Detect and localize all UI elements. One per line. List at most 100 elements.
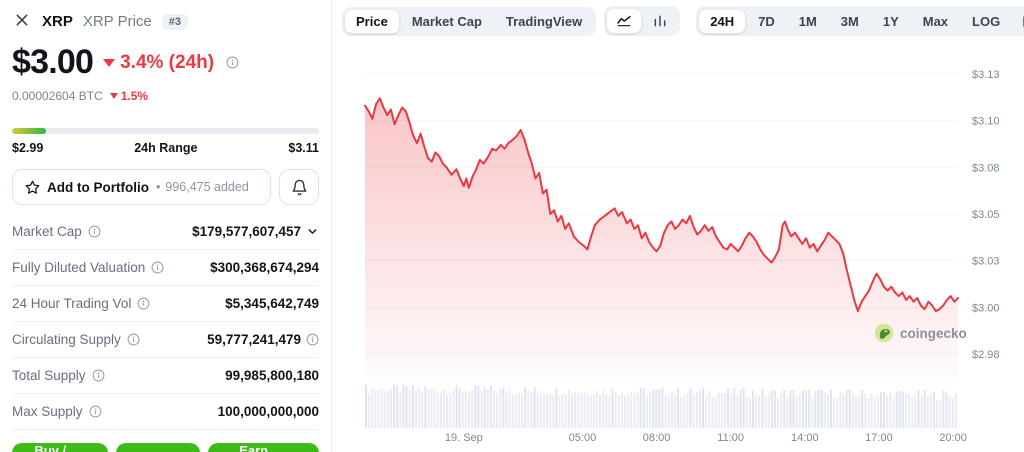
- rank-badge: #3: [161, 13, 189, 30]
- info-icon[interactable]: [88, 225, 101, 238]
- coin-summary-panel: XRP XRP Price #3 $3.00 3.4% (24h) 0.0000…: [0, 0, 332, 452]
- price-change-text: 3.4% (24h): [120, 51, 215, 73]
- close-x-glyph: [14, 12, 30, 31]
- range-tab-3m[interactable]: 3M: [830, 10, 870, 33]
- stat-value-text: 100,000,000,000: [217, 404, 319, 419]
- price-alert-button[interactable]: [279, 169, 319, 205]
- stat-label-text: Market Cap: [12, 224, 82, 239]
- x-axis-label: 08:00: [643, 432, 671, 444]
- stat-label: 24 Hour Trading Vol: [12, 296, 150, 311]
- stat-row-fully-diluted-valuation: Fully Diluted Valuation $300,368,674,294: [12, 250, 319, 286]
- down-arrow-icon: [109, 93, 118, 99]
- price-row: $3.00 3.4% (24h): [12, 43, 319, 82]
- info-icon[interactable]: [151, 261, 164, 274]
- stat-label-text: Total Supply: [12, 368, 86, 383]
- x-axis-label: 19. Sep: [445, 432, 483, 444]
- btc-change: 1.5%: [109, 89, 148, 103]
- stat-label: Max Supply: [12, 404, 102, 419]
- coin-header: XRP XRP Price #3: [12, 10, 319, 33]
- price-line: [364, 97, 959, 313]
- chart-toolbar: Price Market Cap TradingView 24H 7D 1M 3M 1Y Ma…: [342, 6, 1024, 36]
- info-icon[interactable]: [127, 333, 140, 346]
- price-chart[interactable]: $3.13 $3.10 $3.08 $3.05 $3.03 $3.00 $2.98 19. S…: [332, 0, 1024, 452]
- action-button-label: Wallet: [129, 451, 167, 452]
- gecko-icon: [874, 323, 894, 343]
- y-axis-label: $3.10: [972, 116, 1000, 128]
- y-axis-label: $3.05: [972, 209, 1000, 221]
- stat-row-circulating-supply: Circulating Supply 59,777,241,479: [12, 322, 319, 358]
- stat-value-text: 99,985,800,180: [225, 368, 319, 383]
- calendar-icon-button[interactable]: [1013, 9, 1024, 33]
- range-tab-1y[interactable]: 1Y: [872, 10, 910, 33]
- info-icon[interactable]: [89, 405, 102, 418]
- line-chart-icon: [616, 13, 632, 29]
- stat-value: $5,345,642,749: [225, 296, 319, 311]
- earn-crypto-button[interactable]: Earn Crypto: [208, 443, 319, 452]
- stat-label-text: Max Supply: [12, 404, 83, 419]
- bar-chart-icon-button[interactable]: [643, 9, 677, 33]
- line-chart-icon-button[interactable]: [607, 9, 642, 33]
- stat-row-max-supply: Max Supply 100,000,000,000: [12, 394, 319, 430]
- range-track: [12, 128, 319, 134]
- range-tab-1m[interactable]: 1M: [788, 10, 828, 33]
- stat-value: 99,985,800,180: [225, 368, 319, 383]
- stat-value: 59,777,241,479: [207, 332, 319, 347]
- action-buttons-row: Buy / Sell Wallet Earn Crypto: [12, 443, 319, 452]
- price-info-icon[interactable]: [226, 56, 239, 69]
- coingecko-watermark: coingecko: [874, 323, 967, 343]
- y-axis-label: $3.13: [972, 69, 1000, 81]
- stat-label: Circulating Supply: [12, 332, 140, 347]
- stat-value: $300,368,674,294: [210, 260, 319, 275]
- range-tab-7d[interactable]: 7D: [747, 10, 786, 33]
- action-button-label: Earn Crypto: [239, 443, 269, 452]
- range-low: $2.99: [12, 141, 44, 155]
- range-24h: $2.99 24h Range $3.11: [12, 128, 319, 155]
- chevron-down-icon[interactable]: [306, 225, 319, 238]
- view-tab-tradingview[interactable]: TradingView: [495, 10, 593, 33]
- buy-sell-button[interactable]: Buy / Sell: [12, 443, 109, 452]
- range-tab-24h[interactable]: 24H: [699, 9, 746, 33]
- stat-label-text: 24 Hour Trading Vol: [12, 296, 132, 311]
- add-to-portfolio-button[interactable]: Add to Portfolio • 996,475 added: [12, 169, 271, 205]
- x-axis-label: 17:00: [865, 432, 893, 444]
- current-price: $3.00: [12, 43, 94, 81]
- x-axis: 19. Sep 05:00 08:00 11:00 14:00 17:00 20:00: [445, 432, 967, 444]
- stat-row-total-supply: Total Supply 99,985,800,180: [12, 358, 319, 394]
- portfolio-row: Add to Portfolio • 996,475 added: [12, 169, 319, 205]
- info-icon[interactable]: [137, 297, 150, 310]
- close-icon[interactable]: [12, 10, 32, 33]
- range-fill: [12, 128, 46, 134]
- btc-price: 0.00002604 BTC: [12, 89, 103, 103]
- portfolio-label: Add to Portfolio: [47, 179, 149, 195]
- action-button-label: Buy / Sell: [34, 443, 67, 452]
- price-chart-svg: $3.13 $3.10 $3.08 $3.05 $3.03 $3.00 $2.98 19. S…: [364, 69, 1000, 444]
- watermark-text: coingecko: [900, 325, 967, 341]
- volume-bars: [365, 384, 957, 428]
- stat-label: Fully Diluted Valuation: [12, 260, 164, 275]
- wallet-button[interactable]: Wallet: [116, 443, 201, 452]
- stat-label: Market Cap: [12, 224, 101, 239]
- price-area: [365, 98, 958, 378]
- y-axis-label: $3.08: [972, 162, 1000, 174]
- range-labels: $2.99 24h Range $3.11: [12, 141, 319, 155]
- view-tab-price[interactable]: Price: [345, 9, 399, 33]
- stat-label-text: Circulating Supply: [12, 332, 121, 347]
- bell-icon: [291, 179, 308, 196]
- btc-price-row: 0.00002604 BTC 1.5%: [12, 89, 319, 103]
- stat-label: Total Supply: [12, 368, 105, 383]
- coin-name: XRP: [42, 13, 73, 30]
- info-icon[interactable]: [306, 333, 319, 346]
- portfolio-added-count: 996,475 added: [165, 180, 249, 194]
- x-axis-label: 11:00: [717, 432, 744, 444]
- bullet-separator: •: [155, 180, 161, 194]
- star-icon: [25, 180, 40, 195]
- view-tab-market-cap[interactable]: Market Cap: [401, 10, 493, 33]
- range-tab-log[interactable]: LOG: [961, 10, 1011, 33]
- info-icon[interactable]: [92, 369, 105, 382]
- range-tab-max[interactable]: Max: [912, 10, 959, 33]
- stat-value-text: $300,368,674,294: [210, 260, 319, 275]
- y-axis-label: $2.98: [972, 349, 1000, 361]
- range-high: $3.11: [288, 141, 319, 155]
- coin-stats-list: Market Cap $179,577,607,457 Fully Diluted …: [12, 214, 319, 430]
